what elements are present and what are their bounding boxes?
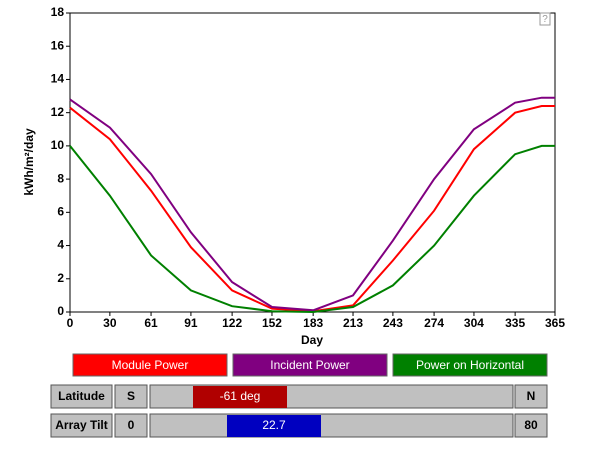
slider-track[interactable] — [149, 413, 514, 438]
x-tick-label: 213 — [343, 316, 363, 330]
y-tick-label: 2 — [57, 271, 64, 285]
slider-max-box[interactable] — [514, 413, 548, 438]
slider-label: Latitude — [58, 389, 105, 403]
x-tick-label: 335 — [505, 316, 525, 330]
y-tick-label: 10 — [51, 138, 65, 152]
x-axis-label: Day — [301, 333, 323, 347]
x-tick-label: 183 — [303, 316, 323, 330]
x-tick-label: 91 — [184, 316, 198, 330]
legend-button[interactable] — [72, 353, 228, 377]
help-box[interactable] — [539, 12, 551, 26]
slider-max[interactable]: 80 — [524, 418, 538, 432]
x-tick-label: 152 — [262, 316, 282, 330]
y-tick-label: 16 — [51, 38, 65, 52]
y-tick-label: 0 — [57, 304, 64, 318]
slider-max[interactable]: N — [527, 389, 536, 403]
slider-max-box[interactable] — [514, 384, 548, 409]
legend-label[interactable]: Power on Horizontal — [416, 358, 524, 372]
slider-value[interactable]: 22.7 — [262, 418, 286, 432]
y-tick-label: 8 — [57, 171, 64, 185]
legend-button[interactable] — [392, 353, 548, 377]
y-tick-label: 4 — [57, 238, 64, 252]
y-tick-label: 18 — [51, 5, 65, 19]
x-tick-label: 304 — [464, 316, 484, 330]
x-tick-label: 0 — [67, 316, 74, 330]
x-tick-label: 30 — [103, 316, 117, 330]
slider-label-box — [50, 413, 113, 438]
x-tick-label: 61 — [144, 316, 158, 330]
series-line — [69, 96, 555, 312]
slider-min-box[interactable] — [114, 413, 148, 438]
help-icon[interactable]: ? — [542, 14, 548, 25]
slider-thumb[interactable] — [193, 386, 287, 408]
series-line — [69, 105, 555, 313]
slider-min-box[interactable] — [114, 384, 148, 409]
slider-label-box — [50, 384, 113, 409]
y-tick-label: 6 — [57, 205, 64, 219]
series-line — [69, 144, 555, 314]
slider-value[interactable]: -61 deg — [220, 389, 261, 403]
x-tick-label: 365 — [545, 316, 565, 330]
slider-min[interactable]: S — [127, 389, 135, 403]
y-tick-label: 12 — [51, 105, 65, 119]
legend-label[interactable]: Incident Power — [270, 358, 349, 372]
y-axis-label: kWh/m²/day — [22, 128, 36, 196]
slider-thumb[interactable] — [227, 415, 321, 437]
slider-label: Array Tilt — [55, 418, 107, 432]
x-tick-label: 122 — [222, 316, 242, 330]
plot-area — [69, 12, 556, 313]
x-tick-label: 243 — [383, 316, 403, 330]
legend-button[interactable] — [232, 353, 388, 377]
x-tick-label: 274 — [424, 316, 444, 330]
slider-min[interactable]: 0 — [128, 418, 135, 432]
legend-label[interactable]: Module Power — [112, 358, 189, 372]
y-tick-label: 14 — [51, 72, 65, 86]
